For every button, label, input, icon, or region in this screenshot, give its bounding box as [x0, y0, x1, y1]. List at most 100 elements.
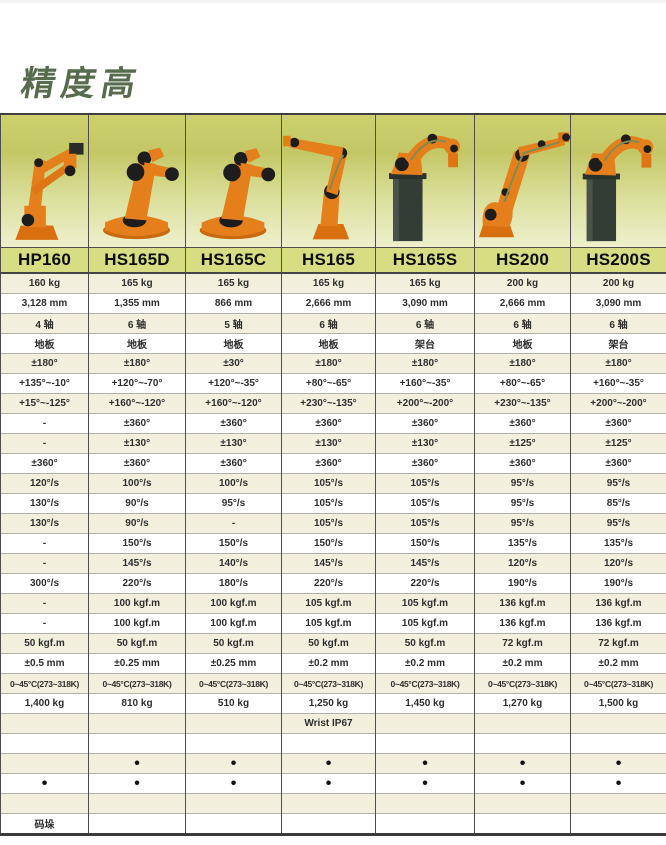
spec-cell: ±0.2 mm [281, 653, 376, 674]
spec-cell: +160°~-35° [375, 373, 475, 394]
spec-cell: 136 kgf.m [570, 613, 666, 634]
spec-cell: ±360° [375, 453, 475, 474]
spec-cell [88, 813, 186, 835]
spec-cell: +200°~-200° [570, 393, 666, 414]
spec-cell: 地板 [88, 333, 186, 354]
spec-row: • • • • • • [0, 753, 666, 774]
robot-spec-table: HP160 HS165D HS165C HS165 HS165S HS200 HS200S … [0, 113, 666, 836]
spec-cell [185, 793, 282, 814]
spec-cell [0, 753, 89, 774]
spec-cell: 150°/s [185, 533, 282, 554]
spec-cell [474, 813, 571, 835]
spec-cell: 3,090 mm [570, 293, 666, 314]
spec-cell [185, 733, 282, 754]
model-name-row: HP160 HS165D HS165C HS165 HS165S HS200 HS200S [0, 247, 666, 274]
spec-cell [185, 713, 282, 734]
spec-cell: • [375, 773, 475, 794]
spec-cell: 2,666 mm [474, 293, 571, 314]
spec-row: 1,400 kg 810 kg 510 kg 1,250 kg 1,450 kg 1,27… [0, 693, 666, 714]
robot-illustration-pedestal [389, 133, 460, 242]
spec-cell: 码垛 [0, 813, 89, 835]
spec-cell: 85°/s [570, 493, 666, 514]
spec-cell: ±360° [281, 413, 376, 434]
spec-cell: • [375, 753, 475, 774]
spec-cell: 105°/s [375, 513, 475, 534]
spec-cell: 1,355 mm [88, 293, 186, 314]
spec-cell [0, 793, 89, 814]
robot-illustration-pedestal [582, 134, 654, 242]
spec-cell: • [281, 773, 376, 794]
spec-cell: 0~45°C(273~318K) [0, 673, 89, 694]
spec-cell: 165 kg [88, 272, 186, 294]
spec-cell: 145°/s [375, 553, 475, 574]
spec-row: 3,128 mm 1,355 mm 866 mm 2,666 mm 3,090 mm 2,… [0, 293, 666, 314]
spec-cell: Wrist IP67 [281, 713, 376, 734]
spec-cell: 140°/s [185, 553, 282, 574]
spec-cell: 50 kgf.m [185, 633, 282, 654]
spec-cell: 200 kg [474, 272, 571, 294]
spec-cell: 160 kg [0, 272, 89, 294]
spec-cell: 136 kgf.m [474, 613, 571, 634]
robot-photo [375, 114, 475, 248]
spec-row: +15°~-125° +160°~-120° +160°~-120° +230°~-1… [0, 393, 666, 414]
spec-cell: 4 轴 [0, 313, 89, 334]
spec-cell: 150°/s [375, 533, 475, 554]
model-name: HS165C [185, 247, 282, 274]
spec-row: • • • • • • • [0, 773, 666, 794]
spec-cell: ±0.2 mm [375, 653, 475, 674]
robot-photo [88, 114, 186, 248]
spec-cell: ±360° [281, 453, 376, 474]
spec-cell [185, 813, 282, 835]
spec-cell: 105°/s [281, 493, 376, 514]
spec-cell: 300°/s [0, 573, 89, 594]
spec-cell: ±360° [88, 413, 186, 434]
spec-cell: +160°~-120° [185, 393, 282, 414]
spec-cell: 105°/s [375, 473, 475, 494]
spec-cell: 95°/s [185, 493, 282, 514]
spec-cell: 135°/s [474, 533, 571, 554]
spec-cell: 105°/s [281, 513, 376, 534]
spec-cell: 地板 [281, 333, 376, 354]
spec-cell: 130°/s [0, 493, 89, 514]
spec-cell: ±30° [185, 353, 282, 374]
spec-cell: 145°/s [281, 553, 376, 574]
spec-row: ±360° ±360° ±360° ±360° ±360° ±360° ±360° [0, 453, 666, 474]
spec-cell: 220°/s [375, 573, 475, 594]
robot-photo [474, 114, 571, 248]
spec-cell: 90°/s [88, 493, 186, 514]
spec-cell: • [88, 753, 186, 774]
spec-cell [474, 793, 571, 814]
model-name: HS165 [281, 247, 376, 274]
spec-cell: 95°/s [474, 473, 571, 494]
spec-cell [570, 813, 666, 835]
spec-row: 300°/s 220°/s 180°/s 220°/s 220°/s 190°/s 190°… [0, 573, 666, 594]
spec-cell: 165 kg [281, 272, 376, 294]
spec-cell: ±360° [570, 453, 666, 474]
model-name: HS200S [570, 247, 666, 274]
spec-cell: 6 轴 [474, 313, 571, 334]
spec-cell: 866 mm [185, 293, 282, 314]
spec-cell: 120°/s [570, 553, 666, 574]
spec-cell: • [0, 773, 89, 794]
spec-cell: 72 kgf.m [570, 633, 666, 654]
spec-cell: 136 kgf.m [570, 593, 666, 614]
spec-cell: 0~45°C(273~318K) [281, 673, 376, 694]
spec-cell: ±180° [375, 353, 475, 374]
spec-cell: ±0.25 mm [185, 653, 282, 674]
spec-cell [375, 733, 475, 754]
spec-cell: 105 kgf.m [281, 593, 376, 614]
spec-row: -100 kgf.m 100 kgf.m 105 kgf.m 105 kgf.m 136… [0, 593, 666, 614]
spec-cell: 6 轴 [281, 313, 376, 334]
spec-cell: - [0, 533, 89, 554]
spec-cell: - [0, 613, 89, 634]
spec-cell: 95°/s [570, 473, 666, 494]
spec-cell: 100 kgf.m [88, 613, 186, 634]
page-top-edge [0, 0, 666, 3]
spec-cell: 1,270 kg [474, 693, 571, 714]
spec-row: -150°/s 150°/s 150°/s 150°/s 135°/s 135°/s [0, 533, 666, 554]
spec-cell: ±180° [0, 353, 89, 374]
spec-cell: ±0.2 mm [474, 653, 571, 674]
spec-cell: ±130° [281, 433, 376, 454]
spec-cell: - [0, 433, 89, 454]
spec-row: -145°/s 140°/s 145°/s 145°/s 120°/s 120°/s [0, 553, 666, 574]
